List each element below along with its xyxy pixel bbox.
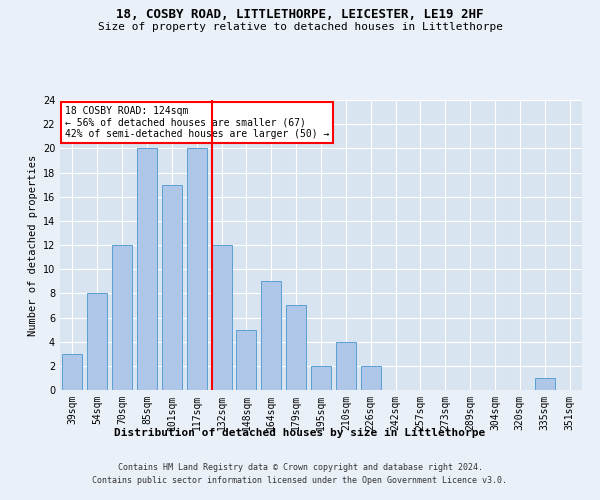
Bar [535, 378, 554, 390]
Bar [62, 354, 82, 390]
Bar [212, 245, 232, 390]
Bar [336, 342, 356, 390]
Bar [361, 366, 380, 390]
Text: Size of property relative to detached houses in Littlethorpe: Size of property relative to detached ho… [97, 22, 503, 32]
Bar [187, 148, 206, 390]
Text: 18, COSBY ROAD, LITTLETHORPE, LEICESTER, LE19 2HF: 18, COSBY ROAD, LITTLETHORPE, LEICESTER,… [116, 8, 484, 20]
Text: Contains HM Land Registry data © Crown copyright and database right 2024.: Contains HM Land Registry data © Crown c… [118, 462, 482, 471]
Bar [88, 294, 107, 390]
Text: Contains public sector information licensed under the Open Government Licence v3: Contains public sector information licen… [92, 476, 508, 485]
Bar [262, 281, 281, 390]
Y-axis label: Number of detached properties: Number of detached properties [28, 154, 38, 336]
Text: Distribution of detached houses by size in Littlethorpe: Distribution of detached houses by size … [115, 428, 485, 438]
Bar [162, 184, 182, 390]
Bar [311, 366, 331, 390]
Bar [286, 306, 306, 390]
Bar [112, 245, 132, 390]
Text: 18 COSBY ROAD: 124sqm
← 56% of detached houses are smaller (67)
42% of semi-deta: 18 COSBY ROAD: 124sqm ← 56% of detached … [65, 106, 329, 139]
Bar [137, 148, 157, 390]
Bar [236, 330, 256, 390]
